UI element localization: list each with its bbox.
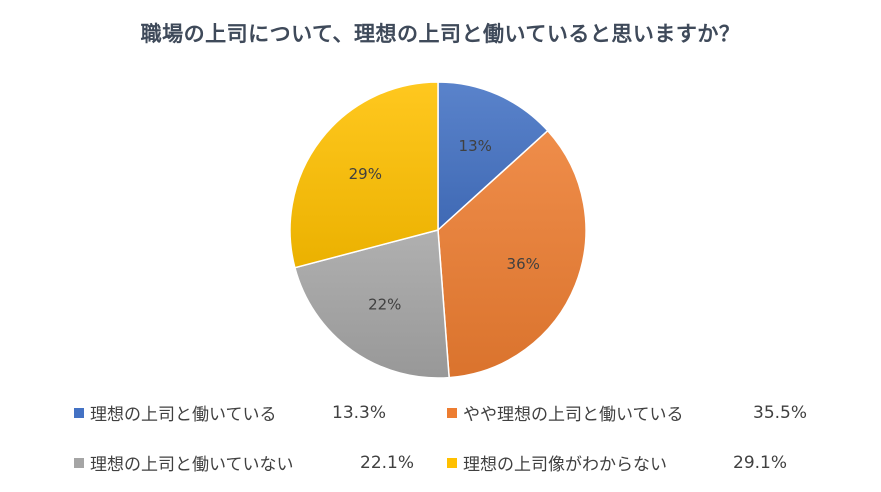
pie-slice (437, 81, 549, 232)
pie-slice (437, 129, 587, 379)
slice-data-label: 22% (368, 296, 401, 314)
legend-swatch (447, 457, 457, 468)
pie-slice (289, 81, 439, 269)
legend-label: やや理想の上司と働いている (463, 405, 684, 425)
legend-swatch (74, 457, 84, 468)
slice-data-label: 29% (349, 165, 382, 183)
legend-value: 22.1% (360, 452, 415, 473)
legend-label: 理想の上司と働いている (90, 405, 277, 425)
legend-item: 理想の上司と働いていない 22.1% (74, 450, 414, 475)
legend-item: 理想の上司像がわからない 29.1% (447, 450, 787, 475)
legend-swatch (74, 407, 84, 418)
legend-value: 35.5% (753, 402, 808, 423)
legend-item: やや理想の上司と働いている 35.5% (447, 400, 807, 425)
legend-label: 理想の上司像がわからない (463, 455, 667, 475)
slice-data-label: 36% (507, 255, 540, 273)
legend-value: 13.3% (332, 402, 387, 423)
legend-swatch (447, 407, 457, 418)
legend-item: 理想の上司と働いている 13.3% (74, 400, 386, 425)
legend-label: 理想の上司と働いていない (90, 455, 294, 475)
pie-data-labels: 13% 36% 22% 29% (349, 137, 540, 314)
pie-slice (293, 229, 450, 379)
legend-value: 29.1% (733, 452, 788, 473)
pie-slices (289, 81, 587, 379)
slice-data-label: 13% (459, 137, 492, 155)
chart-title: 職場の上司について、理想の上司と働いていると思いますか？ (140, 22, 741, 46)
